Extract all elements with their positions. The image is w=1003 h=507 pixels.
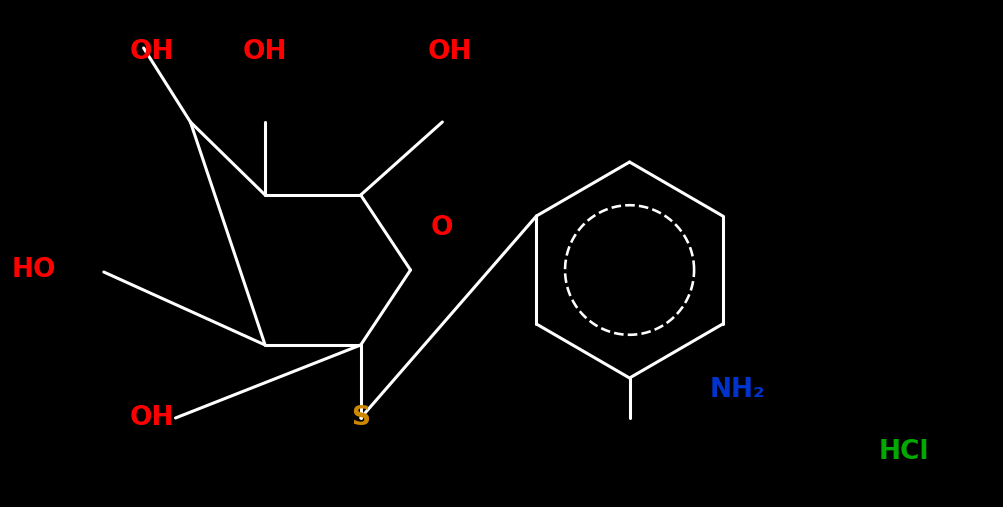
Text: S: S (351, 405, 370, 431)
Text: OH: OH (129, 405, 174, 431)
Text: OH: OH (427, 39, 472, 65)
Text: NH₂: NH₂ (708, 377, 764, 403)
Text: HO: HO (11, 257, 56, 283)
Text: OH: OH (129, 39, 174, 65)
Text: OH: OH (243, 39, 287, 65)
Text: HCl: HCl (878, 439, 928, 465)
Text: O: O (430, 215, 452, 241)
